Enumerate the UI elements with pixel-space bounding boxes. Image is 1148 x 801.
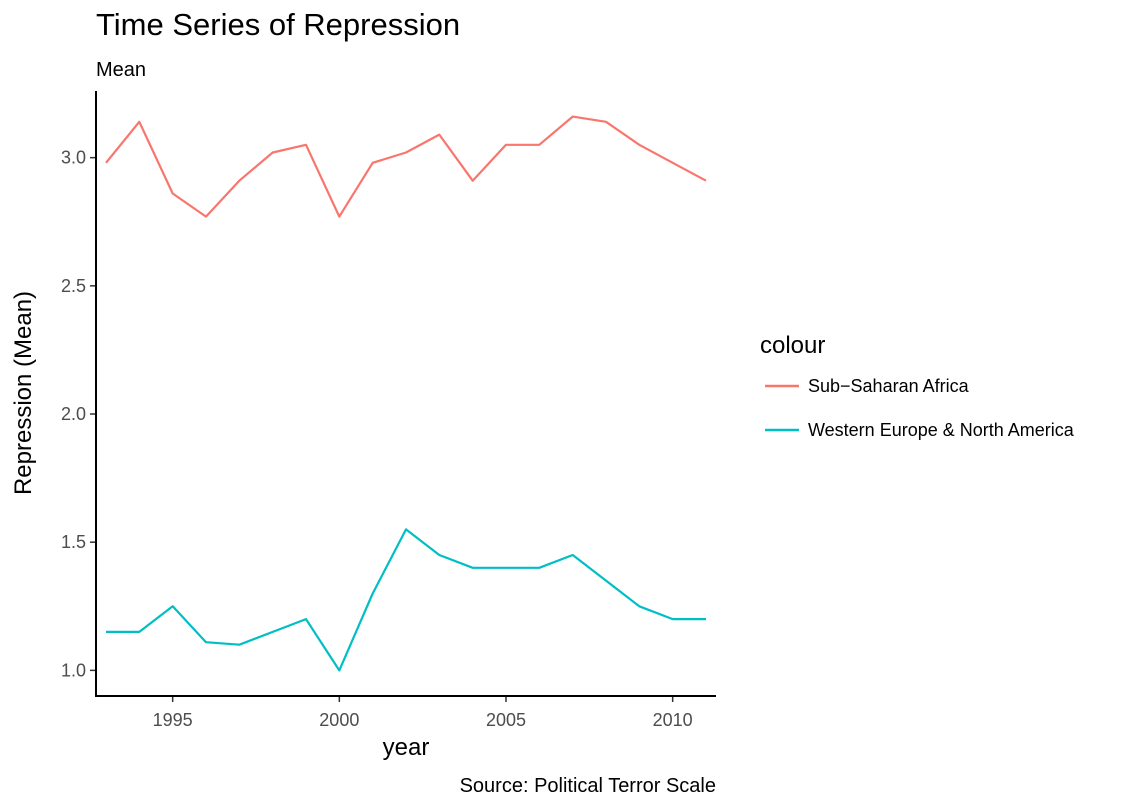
x-axis-ticks: 1995 2000 2005 2010 — [153, 696, 693, 730]
y-axis-ticks: 1.0 1.5 2.0 2.5 3.0 — [61, 148, 96, 680]
y-tick-label: 3.0 — [61, 148, 86, 168]
series-line-0 — [105, 115, 707, 218]
chart-title: Time Series of Repression — [96, 7, 460, 42]
y-axis-label: Repression (Mean) — [10, 291, 37, 495]
legend-title: colour — [760, 332, 825, 359]
legend-label-1: Western Europe & North America — [808, 420, 1075, 440]
series-line-1 — [106, 528, 706, 672]
x-tick-label: 2010 — [653, 710, 693, 730]
x-axis-label: year — [383, 734, 430, 761]
y-tick-label: 1.5 — [61, 532, 86, 552]
x-tick-label: 2005 — [486, 710, 526, 730]
series-lines — [105, 115, 707, 672]
y-tick-label: 1.0 — [61, 660, 86, 680]
legend: colour Sub−Saharan Africa Western Europe … — [760, 332, 1075, 440]
legend-label-0: Sub−Saharan Africa — [808, 376, 970, 396]
chart-subtitle: Mean — [96, 59, 146, 81]
x-tick-label: 2000 — [319, 710, 359, 730]
legend-items: Sub−Saharan Africa Western Europe & North… — [765, 376, 1075, 440]
y-tick-label: 2.0 — [61, 404, 86, 424]
chart-caption: Source: Political Terror Scale — [460, 775, 716, 797]
y-tick-label: 2.5 — [61, 276, 86, 296]
x-tick-label: 1995 — [153, 710, 193, 730]
